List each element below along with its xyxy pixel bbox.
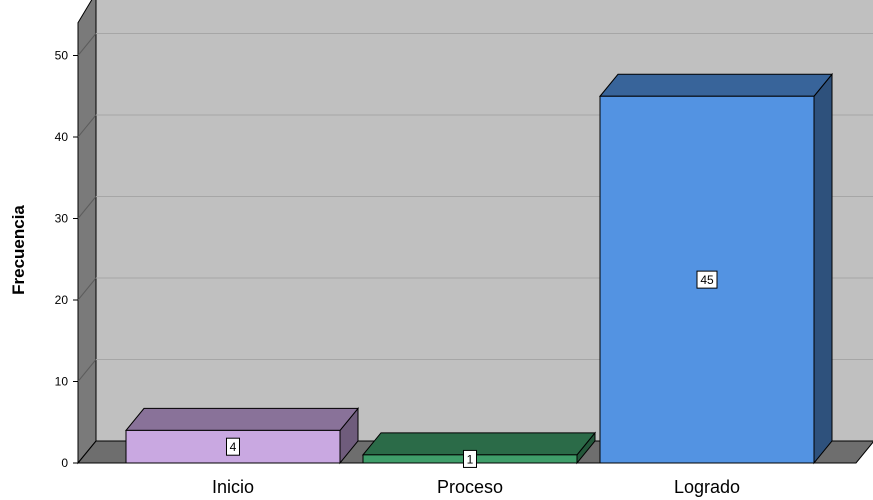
bar-logrado: 45 (598, 72, 834, 465)
bar-top (598, 73, 834, 97)
side-gridline (77, 196, 97, 219)
side-gridline (77, 277, 97, 301)
data-label: 1 (467, 452, 474, 466)
y-tick-label: 50 (55, 49, 69, 63)
x-tick-label: Logrado (674, 477, 740, 497)
side-gridline (77, 114, 97, 138)
data-label-box (463, 449, 477, 468)
x-tick-label: Proceso (437, 477, 503, 497)
bar-inicio: 4 (124, 406, 360, 465)
data-label: 45 (700, 273, 714, 287)
side-wall (77, 0, 97, 465)
y-tick-label: 20 (55, 293, 69, 307)
x-axis-labels: Inicio Proceso Logrado (212, 477, 740, 497)
y-axis-ticks: 0 10 20 30 40 50 (55, 49, 78, 470)
x-tick-label: Inicio (212, 477, 254, 497)
bar-top (361, 432, 597, 456)
side-gridline (77, 359, 97, 382)
bars: 4 1 45 (124, 72, 834, 468)
data-label: 4 (230, 440, 237, 454)
bar-proceso: 1 (361, 431, 597, 468)
data-label-box (696, 270, 718, 289)
side-gridline (77, 33, 97, 56)
bar-side (813, 72, 833, 465)
data-label-box (226, 437, 240, 456)
y-tick-label: 10 (55, 375, 69, 389)
y-tick-label: 30 (55, 212, 69, 226)
y-tick-label: 0 (61, 456, 68, 470)
bar-top (124, 407, 360, 431)
y-tick-label: 40 (55, 130, 69, 144)
y-axis-title: Frecuencia (9, 205, 28, 295)
